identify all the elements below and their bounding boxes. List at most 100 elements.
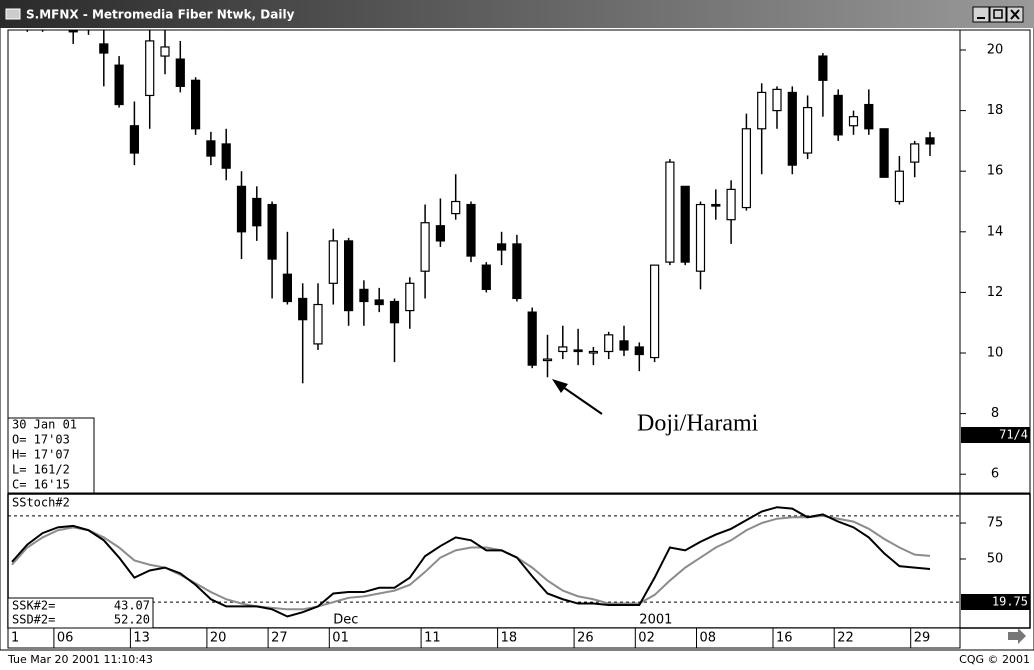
x-tick-label: 08	[700, 631, 717, 646]
candle-body	[282, 273, 292, 303]
x-tick-label: 29	[914, 631, 931, 646]
legend-name: SSK#2=	[12, 599, 55, 613]
candle-body	[451, 200, 461, 215]
candle-body	[145, 40, 155, 97]
x-tick-label: 26	[577, 631, 594, 646]
x-tick-label: 13	[133, 631, 150, 646]
axis-flag-box	[961, 594, 1030, 610]
candle-body	[711, 203, 721, 207]
legend-box	[7, 597, 154, 629]
status-datetime: Tue Mar 20 2001 11:10:43	[7, 653, 153, 666]
scroll-arrow[interactable]	[1008, 628, 1026, 644]
candle-body	[634, 346, 644, 356]
candle-body	[695, 203, 706, 272]
candle-body	[787, 91, 797, 166]
candle-body	[925, 137, 935, 145]
candle-body	[512, 243, 522, 300]
y-tick-label: 18	[987, 103, 1004, 118]
candle-body	[910, 143, 920, 163]
candle-body	[435, 225, 445, 242]
candle-body	[99, 43, 109, 54]
month-label: Dec	[333, 613, 358, 628]
status-copyright: CQG © 2001	[959, 653, 1030, 666]
x-tick-label: 06	[57, 631, 74, 646]
x-tick-label: 11	[424, 631, 441, 646]
candle-body	[558, 346, 568, 353]
candle-body	[527, 311, 537, 366]
minimize-button[interactable]	[972, 6, 990, 23]
candle-body	[68, 30, 78, 33]
maximize-glyph	[993, 9, 1003, 19]
candle-body	[114, 64, 124, 106]
candle-body	[175, 58, 185, 87]
candle-body	[160, 46, 170, 57]
candle-body	[665, 161, 675, 263]
candle-body	[221, 143, 231, 169]
legend-name: SSD#2=	[12, 613, 55, 627]
candle-body	[649, 264, 660, 359]
annotation: Doji/Harami	[637, 411, 759, 437]
candle-body	[267, 203, 277, 260]
panel-title: SStoch#2	[12, 496, 70, 510]
candle-body	[481, 264, 491, 290]
x-tick-label: 16	[776, 631, 793, 646]
x-tick-label: 27	[271, 631, 288, 646]
candle-body	[374, 299, 384, 306]
stoch-plot	[8, 506, 960, 618]
axis-flag: 71/4	[999, 428, 1028, 442]
candle-body	[864, 103, 874, 130]
candle-body	[298, 297, 308, 321]
close-glyph	[1010, 9, 1020, 20]
x-tick-label: 01	[332, 631, 349, 646]
info-line: H= 17'07	[12, 448, 70, 462]
y-tick-label: 14	[987, 224, 1004, 239]
candle-body	[313, 303, 323, 345]
x-tick-label: 02	[638, 631, 655, 646]
y-tick-label: 10	[987, 346, 1004, 361]
candle-body	[328, 240, 338, 284]
candle-body	[542, 358, 553, 362]
candle-body	[359, 288, 369, 303]
candle-body	[879, 128, 889, 178]
axis-flag-box	[961, 427, 1030, 443]
candle-body	[680, 185, 690, 263]
y-tick-label: 75	[987, 516, 1004, 531]
candle-body	[848, 116, 859, 127]
price-plot	[26, 30, 935, 384]
info-line: L= 161/2	[12, 463, 70, 477]
candle-body	[466, 203, 476, 257]
candle-body	[420, 222, 430, 272]
x-tick-label: 20	[210, 631, 227, 646]
candle-body	[573, 349, 583, 353]
axis-flag: 19.75	[992, 595, 1028, 609]
legend-value: 43.07	[114, 599, 150, 613]
x-tick-label: 18	[501, 631, 518, 646]
legend-value: 52.20	[114, 613, 150, 627]
candle-body	[389, 300, 400, 324]
candle-body	[772, 88, 782, 112]
y-tick-label: 50	[987, 551, 1004, 566]
x-tick-label: 22	[837, 631, 854, 646]
candle-body	[405, 282, 415, 312]
info-line: O= 17'03	[12, 433, 70, 447]
candle-body	[191, 79, 201, 130]
y-tick-label: 6	[991, 467, 999, 482]
window-title: S.MFNX - Metromedia Fiber Ntwk, Daily	[26, 8, 295, 22]
info-line: C= 16'15	[12, 478, 70, 492]
candle-body	[344, 240, 354, 312]
info-line: 30 Jan 01	[12, 418, 77, 432]
candle-body	[497, 243, 507, 251]
y-tick-label: 16	[987, 164, 1004, 179]
info-box	[7, 417, 95, 494]
month-label: 2001	[639, 613, 672, 628]
candle-body	[619, 340, 629, 351]
annotation-arrowhead	[552, 379, 568, 393]
candle-body	[588, 350, 599, 354]
window-buttons	[972, 6, 1024, 23]
candle-body	[818, 55, 828, 81]
window-icon	[5, 8, 21, 20]
annotation-arrow	[559, 384, 603, 415]
candle-body	[252, 197, 262, 227]
date-axis	[7, 627, 961, 649]
